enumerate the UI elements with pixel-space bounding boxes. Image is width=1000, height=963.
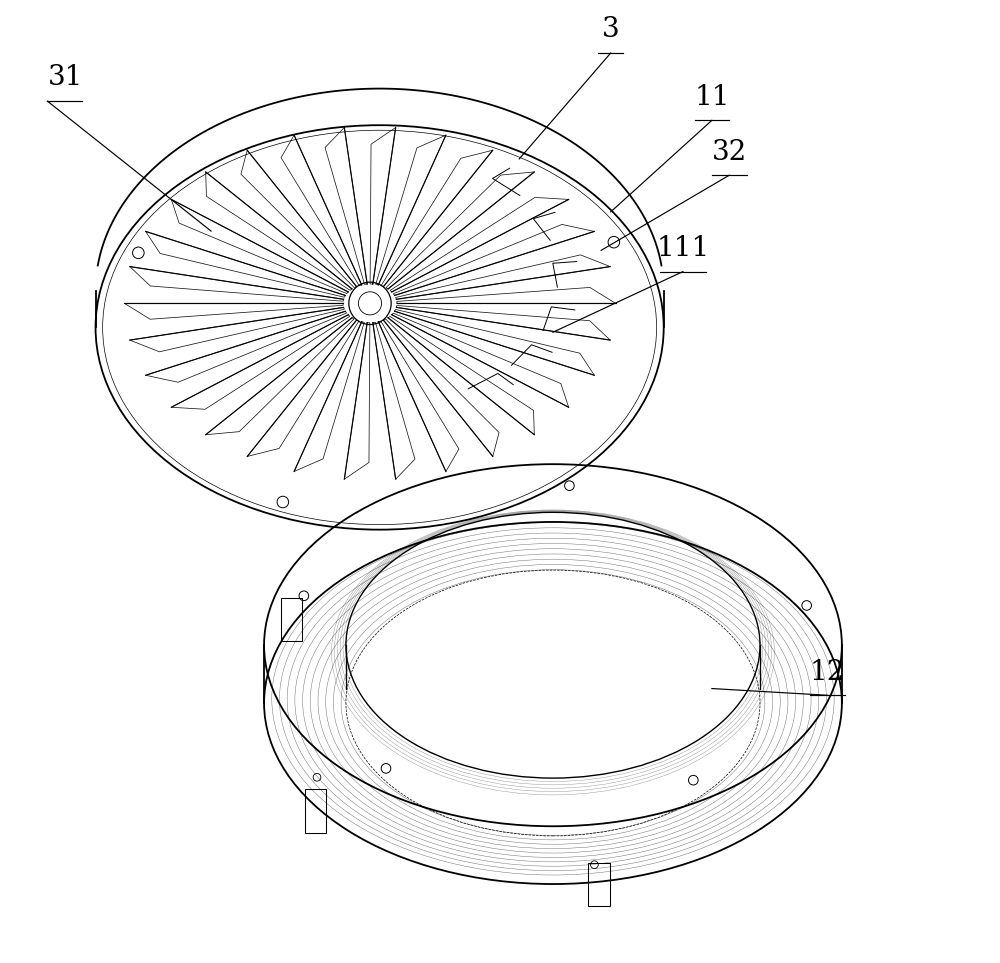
Text: 31: 31 — [47, 65, 83, 91]
Text: 111: 111 — [656, 235, 710, 262]
Text: 12: 12 — [810, 659, 845, 686]
Text: 32: 32 — [712, 139, 747, 166]
Text: 3: 3 — [602, 16, 620, 43]
Text: 11: 11 — [694, 84, 730, 111]
